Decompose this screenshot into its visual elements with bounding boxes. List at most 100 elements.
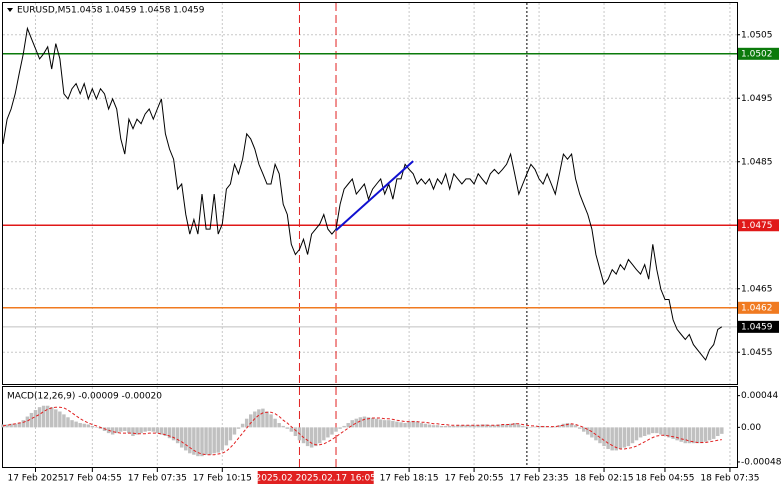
- macd-bar: [521, 425, 525, 428]
- macd-bar: [679, 427, 683, 442]
- macd-bar: [565, 423, 570, 428]
- macd-bar: [240, 423, 245, 428]
- macd-bar: [151, 427, 155, 432]
- macd-bar: [261, 408, 265, 428]
- macd-bar: [659, 427, 663, 435]
- x-tick-label: 17 Feb 07:35: [128, 474, 187, 484]
- macd-bar: [220, 427, 225, 451]
- macd-bar: [50, 407, 54, 428]
- macd-bar: [305, 427, 310, 447]
- macd-bar: [711, 427, 716, 439]
- macd-bar: [143, 427, 147, 432]
- macd-bar: [655, 427, 659, 434]
- macd-bar: [403, 423, 407, 428]
- level-label: 1.0462: [741, 303, 773, 313]
- macd-bar: [683, 427, 687, 444]
- level-label: 1.0475: [741, 221, 773, 231]
- x-tick-label: 17 Feb 10:15: [193, 474, 252, 484]
- macd-bar: [114, 427, 119, 434]
- macd-bar: [716, 427, 720, 437]
- macd-bar: [285, 427, 290, 429]
- macd-bar: [200, 427, 204, 457]
- x-tick-label: 18 Feb 02:15: [575, 474, 634, 484]
- ohlc-value: 1.0458: [139, 6, 171, 16]
- macd-bar: [62, 414, 66, 428]
- macd-bar: [277, 423, 281, 428]
- macd-bar: [188, 427, 192, 454]
- macd-bar: [212, 427, 216, 454]
- macd-bar: [139, 427, 143, 434]
- macd-bar: [175, 427, 180, 444]
- macd-bar: [517, 424, 521, 428]
- macd-bar: [257, 409, 261, 428]
- macd-bar: [236, 427, 241, 429]
- macd-bar: [395, 421, 399, 428]
- macd-bar: [354, 418, 359, 428]
- macd-bar: [423, 423, 428, 428]
- macd-bar: [179, 427, 184, 448]
- main-pane-frame: [2, 2, 738, 385]
- x-tick-label: 18 Feb 07:35: [700, 474, 759, 484]
- macd-bar: [537, 425, 541, 428]
- menu-arrow[interactable]: [7, 8, 13, 12]
- y-tick-label: 1.0465: [741, 284, 773, 294]
- macd-bar: [614, 427, 618, 451]
- macd-bar: [29, 412, 34, 428]
- macd-bar: [330, 427, 334, 435]
- macd-bar: [358, 417, 363, 428]
- macd-bar: [171, 427, 176, 441]
- macd-bar: [269, 414, 273, 428]
- macd-bar: [123, 427, 127, 431]
- macd-bar: [488, 425, 493, 428]
- y-tick-label: 1.0455: [741, 348, 773, 358]
- macd-bar: [224, 427, 229, 446]
- macd-bar: [484, 424, 488, 428]
- macd-bar: [383, 420, 387, 428]
- macd-bar: [216, 427, 220, 453]
- macd-bar: [618, 427, 623, 449]
- level-label-bg: [738, 301, 779, 314]
- macd-bar: [480, 424, 484, 428]
- macd-bar: [94, 427, 99, 428]
- macd-bar: [671, 427, 675, 439]
- macd-bar: [33, 410, 38, 428]
- macd-bar: [626, 427, 631, 447]
- macd-pane: 0.00044 0.00 -0.00048: [1, 391, 781, 467]
- macd-bar: [135, 427, 139, 435]
- macd-bar: [309, 427, 314, 448]
- macd-bar: [646, 427, 651, 435]
- macd-bar: [691, 427, 696, 444]
- price-line: [2, 26, 723, 361]
- macd-bar: [346, 423, 350, 428]
- macd-bar: [622, 427, 627, 448]
- macd-bar: [378, 419, 383, 428]
- cursor-label: 2025.02 2025.02.17 16:05: [256, 474, 376, 484]
- macd-bar: [460, 425, 464, 428]
- macd-bar: [586, 427, 590, 435]
- macd-bar: [66, 417, 70, 428]
- macd-bar: [525, 426, 529, 428]
- macd-bar: [281, 425, 285, 428]
- macd-bar: [447, 425, 452, 428]
- symbol-title: EURUSD,M5: [17, 6, 71, 16]
- macd-bar: [703, 427, 708, 442]
- x-tick-label: 17 Feb 2025: [7, 474, 63, 484]
- macd-bar: [25, 416, 30, 428]
- macd-bar: [667, 427, 671, 438]
- ohlc-value: 1.0459: [173, 6, 205, 16]
- signal-line: [2, 406, 722, 456]
- main-pane: 1.0458 1.0459 1.0458 1.04591.05051.04951.04…: [2, 3, 779, 484]
- macd-bar: [159, 427, 164, 435]
- macd-bar: [58, 411, 62, 428]
- macd-bar: [334, 427, 338, 432]
- y-tick-label: 1.0505: [741, 30, 773, 40]
- y-tick-label: -0.00048: [741, 457, 781, 467]
- macd-bar: [594, 427, 598, 441]
- macd-bar: [322, 427, 326, 441]
- macd-bar: [370, 417, 375, 428]
- macd-bar: [86, 424, 91, 428]
- macd-bar: [249, 414, 253, 428]
- macd-bar: [577, 427, 582, 429]
- macd-bar: [45, 405, 50, 428]
